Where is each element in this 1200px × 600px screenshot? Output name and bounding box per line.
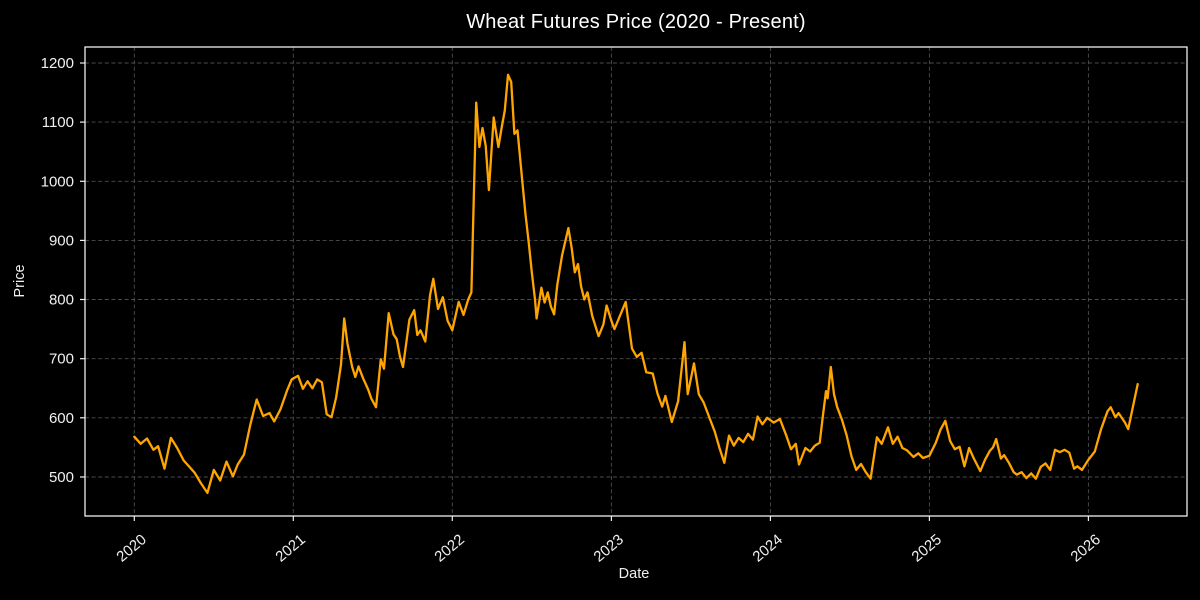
x-tick-label-2024: 2024 xyxy=(749,531,785,565)
y-tick-label-1100: 1100 xyxy=(42,114,74,131)
y-tick-label-1000: 1000 xyxy=(41,173,74,190)
y-tick-label-700: 700 xyxy=(49,351,74,368)
y-tick-label-600: 600 xyxy=(49,410,74,427)
x-tick-label-2021: 2021 xyxy=(272,531,308,565)
y-axis-label: Price xyxy=(12,264,28,298)
x-axis-label: Date xyxy=(618,566,650,582)
y-tick-label-500: 500 xyxy=(49,469,74,486)
x-tick-label-2020: 2020 xyxy=(113,531,149,565)
x-tick-label-2023: 2023 xyxy=(590,531,626,565)
chart-title: Wheat Futures Price (2020 - Present) xyxy=(466,11,806,33)
y-tick-label-900: 900 xyxy=(49,232,74,249)
x-tick-label-2022: 2022 xyxy=(431,531,467,565)
plot-border xyxy=(84,46,1188,517)
y-tick-label-1200: 1200 xyxy=(41,55,74,72)
price-line-series-0 xyxy=(133,73,1139,495)
x-tick-label-2026: 2026 xyxy=(1067,531,1103,565)
x-tick-label-2025: 2025 xyxy=(908,531,944,565)
y-tick-label-800: 800 xyxy=(49,292,74,309)
